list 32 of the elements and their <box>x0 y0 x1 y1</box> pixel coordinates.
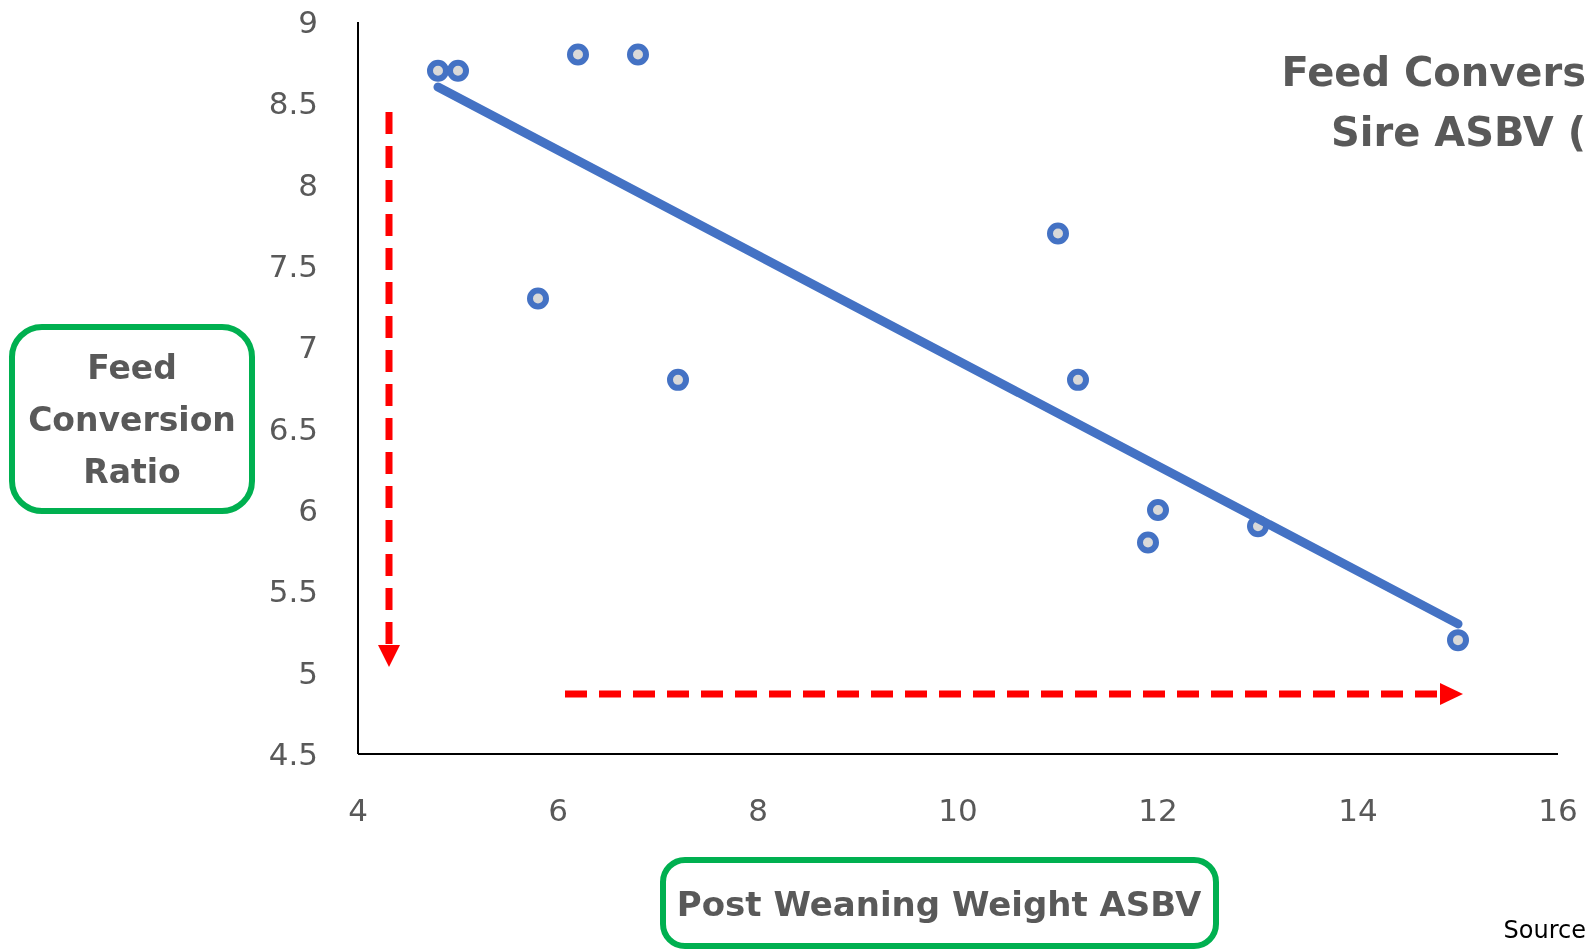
y-tick-label: 8 <box>298 166 318 203</box>
point <box>1067 368 1089 391</box>
point <box>427 59 449 82</box>
y-tick-label: 6.5 <box>268 410 318 447</box>
x-tick-label: 12 <box>1138 792 1178 828</box>
x-tick-label: 16 <box>1538 792 1578 828</box>
point <box>1047 222 1069 245</box>
x-tick-label: 6 <box>548 792 568 828</box>
x-tick-label: 8 <box>748 792 768 828</box>
point <box>667 368 689 391</box>
x-tick-label: 10 <box>938 792 978 828</box>
y-tick-label: 5.5 <box>268 573 318 610</box>
x-tick-label: 14 <box>1338 792 1378 828</box>
point <box>567 43 589 66</box>
point <box>447 59 469 82</box>
point <box>1447 629 1469 652</box>
point <box>627 43 649 66</box>
y-tick-label: 9 <box>298 4 318 40</box>
y-tick-label: 5 <box>298 654 318 691</box>
y-axis-title: Feed Conversion Ratio <box>28 347 236 491</box>
y-tick-label: 7.5 <box>268 248 318 284</box>
point <box>527 287 549 310</box>
text: Feed Convers Sire ASBV ( <box>1281 49 1586 155</box>
x-axis-title: Post Weaning Weight ASBV <box>676 884 1202 924</box>
y-tick-label: 7 <box>298 329 318 366</box>
y-tick-label: 8.5 <box>268 85 318 122</box>
y-tick-label: 4.5 <box>268 736 318 772</box>
point <box>1137 531 1159 554</box>
x-tick-label: 4 <box>348 792 368 828</box>
text: Source <box>1503 916 1586 944</box>
y-tick-label: 6 <box>298 492 318 528</box>
point <box>1147 499 1169 521</box>
